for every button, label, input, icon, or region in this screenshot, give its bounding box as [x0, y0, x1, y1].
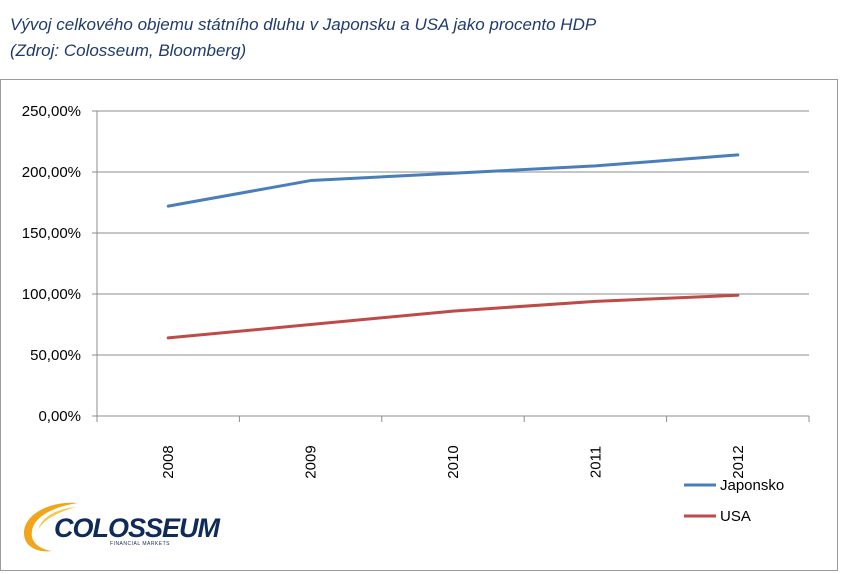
- colosseum-logo: COLOSSEUM FINANCIAL MARKETS: [18, 497, 220, 557]
- legend-label-japonsko: Japonsko: [720, 477, 784, 494]
- chart-title-block: Vývoj celkového objemu státního dluhu v …: [10, 12, 596, 64]
- x-tick-label: 2012: [730, 445, 747, 478]
- legend-label-usa: USA: [720, 508, 751, 525]
- x-tick-label: 2009: [303, 445, 320, 478]
- y-tick-label: 200,00%: [22, 164, 81, 181]
- chart-frame: [0, 79, 838, 571]
- x-tick-label: 2010: [445, 445, 462, 478]
- logo-swoosh-icon: [24, 502, 78, 552]
- y-tick-label: 50,00%: [30, 347, 81, 364]
- y-tick-label: 250,00%: [22, 103, 81, 120]
- y-tick-label: 0,00%: [38, 408, 81, 425]
- chart-title: Vývoj celkového objemu státního dluhu v …: [10, 15, 597, 34]
- y-tick-label: 150,00%: [22, 225, 81, 242]
- logo-name: COLOSSEUM: [54, 513, 220, 543]
- y-tick-label: 100,00%: [22, 286, 81, 303]
- series-line-usa: [166, 293, 740, 340]
- logo-subtitle: FINANCIAL MARKETS: [110, 541, 170, 547]
- x-tick-label: 2011: [587, 446, 604, 478]
- chart-source: (Zdroj: Colosseum, Bloomberg): [10, 41, 247, 60]
- series-line-japonsko: [166, 153, 740, 208]
- x-tick-label: 2008: [160, 445, 177, 478]
